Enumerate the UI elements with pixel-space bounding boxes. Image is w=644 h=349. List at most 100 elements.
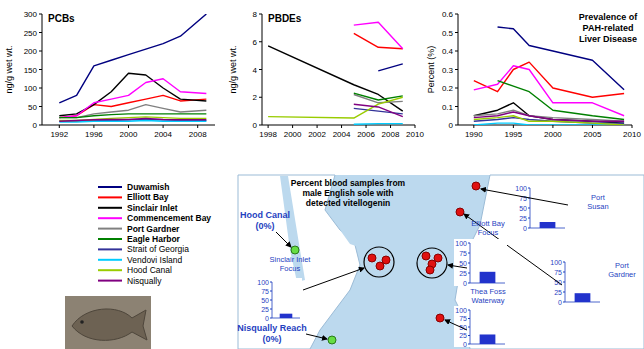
legend-label: Vendovi Island	[127, 255, 183, 265]
inset-title: Elliott BayFocus	[471, 219, 505, 237]
text-line: Waterway	[471, 296, 504, 305]
y-tick-label: 100	[455, 307, 467, 314]
y-tick	[39, 32, 42, 33]
x-axis	[262, 125, 415, 126]
series-line	[59, 105, 206, 118]
y-tick	[455, 51, 458, 52]
y-tick	[270, 318, 272, 319]
site-label: Hood Canal(0%)	[240, 210, 290, 231]
series-line	[378, 64, 402, 71]
fish-photo	[65, 296, 151, 349]
figure: Percent blood samples frommale English s…	[0, 0, 644, 349]
bar	[540, 222, 556, 228]
series-line	[474, 66, 624, 116]
x-tick	[415, 125, 416, 128]
y-tick-label: 4	[253, 66, 258, 75]
y-tick-label: 0	[463, 280, 467, 287]
y-tick-label: 100	[257, 279, 269, 286]
y-tick	[259, 14, 262, 15]
chart-title: PBDEs	[268, 13, 302, 24]
y-tick	[39, 106, 42, 107]
x-tick	[317, 125, 318, 128]
y-tick	[259, 41, 262, 42]
x-tick-label: 2010	[623, 130, 641, 139]
y-tick-label: 250	[24, 29, 38, 38]
plot-area	[575, 293, 591, 302]
series-line	[59, 79, 206, 118]
sample-site	[426, 266, 434, 274]
y-tick	[455, 32, 458, 33]
inset-bar-chart: 0255075100Sinclair InletFocus	[256, 255, 311, 322]
text-line: Focus	[478, 228, 499, 237]
y-tick	[270, 282, 272, 283]
sample-site	[472, 182, 480, 190]
y-tick-label: 0.4	[442, 47, 454, 56]
text-line: Sinclair Inlet	[270, 255, 312, 264]
sample-site	[456, 208, 464, 216]
legend-swatch	[98, 196, 122, 198]
plot-area	[268, 22, 403, 124]
plot-area	[540, 222, 556, 228]
x-tick	[163, 125, 164, 128]
photo-background	[65, 296, 151, 349]
map-water	[238, 175, 644, 349]
y-tick-label: 0.6	[442, 10, 454, 19]
series-line	[59, 118, 206, 121]
y-tick	[468, 253, 470, 254]
y-tick	[259, 69, 262, 70]
legend-swatch	[98, 280, 122, 282]
y-tick	[259, 125, 262, 126]
y-axis-label: ng/g wet wt.	[4, 45, 14, 93]
y-tick-label: 150	[24, 66, 38, 75]
map-inlet	[340, 230, 365, 248]
y-tick-label: 8	[253, 10, 258, 19]
text-line: Port	[615, 261, 630, 270]
y-tick	[563, 282, 565, 283]
y-tick	[468, 243, 470, 244]
y-tick-label: 0	[449, 121, 454, 130]
plot-area	[59, 14, 206, 122]
series-line	[354, 104, 403, 116]
y-tick-label: 75	[261, 288, 269, 295]
inset-background	[514, 184, 567, 231]
text-line: detected vitellogenin	[306, 198, 391, 208]
x-tick	[513, 125, 514, 128]
y-tick	[468, 327, 470, 328]
y-tick	[468, 310, 470, 311]
text-line: Gardner	[608, 270, 636, 279]
series-line	[59, 14, 206, 103]
y-tick-label: 200	[24, 47, 38, 56]
legend-label: Eagle Harbor	[127, 234, 181, 244]
x-tick-label: 2000	[544, 130, 562, 139]
y-tick	[563, 292, 565, 293]
text-line: Percent blood samples from	[291, 178, 406, 188]
y-tick-label: 0	[463, 341, 467, 348]
sample-site	[376, 262, 384, 270]
series-line	[354, 22, 403, 48]
y-tick-label: 50	[459, 260, 467, 267]
sample-site	[382, 256, 390, 264]
y-tick	[39, 125, 42, 126]
legend-label: Commencement Bay	[127, 213, 211, 223]
y-tick	[468, 273, 470, 274]
legend-label: Nisqually	[127, 276, 162, 286]
y-tick-label: 0	[253, 121, 258, 130]
series-line	[498, 27, 625, 90]
legend-swatch	[98, 248, 122, 250]
series-line	[498, 81, 625, 120]
inset-bar-chart: 0255075100PortGardner	[549, 258, 636, 306]
text-line: PAH-related	[583, 23, 634, 33]
focus-circle	[417, 248, 447, 278]
y-tick-label: 50	[28, 103, 37, 112]
text-line: Susan	[587, 202, 608, 211]
sample-site	[434, 254, 442, 262]
legend-swatch	[98, 228, 122, 230]
fish-eye	[80, 320, 84, 324]
reference-site	[291, 246, 299, 254]
inset-bar-chart: 0255075100Thea FossWaterway	[454, 287, 507, 348]
inset-background	[454, 239, 507, 286]
y-tick	[455, 125, 458, 126]
y-tick-label: 75	[459, 315, 467, 322]
bar	[480, 272, 496, 283]
text-line: Port	[591, 193, 606, 202]
